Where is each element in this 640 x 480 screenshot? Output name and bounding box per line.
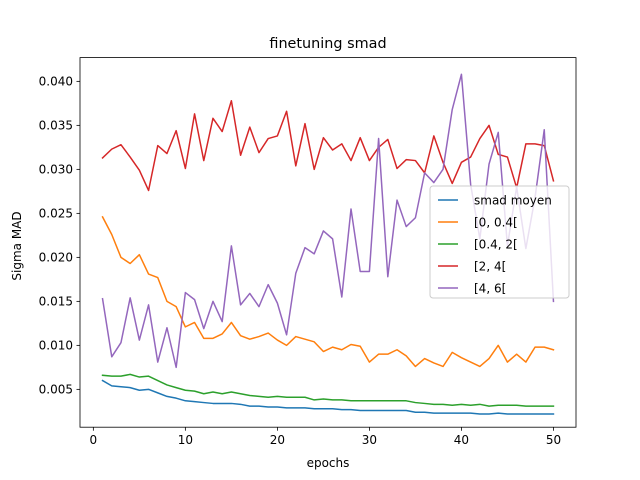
y-tick-label: 0.025	[39, 207, 73, 221]
x-axis-label: epochs	[307, 456, 350, 470]
y-axis-label: Sigma MAD	[10, 211, 24, 280]
x-tick-label: 50	[546, 433, 561, 447]
x-tick-label: 20	[270, 433, 285, 447]
y-axis-ticks: 0.005 0.010 0.015 0.020 0.025 0.030 0.035 0.040	[39, 75, 80, 397]
y-tick-label: 0.005	[39, 383, 73, 397]
y-tick-label: 0.040	[39, 75, 73, 89]
series-line-3	[101, 99, 555, 192]
y-tick-label: 0.020	[39, 251, 73, 265]
x-tick-label: 30	[362, 433, 377, 447]
legend-label-3: [2, 4[	[474, 260, 506, 274]
legend-label-2: [0.4, 2[	[474, 238, 518, 252]
legend-label-4: [4, 6[	[474, 282, 506, 296]
legend-label-1: [0, 0.4[	[474, 216, 518, 230]
series-line-2	[101, 373, 555, 407]
x-tick-label: 40	[454, 433, 469, 447]
y-tick-label: 0.015	[39, 295, 73, 309]
y-tick-label: 0.010	[39, 339, 73, 353]
series-lines	[101, 73, 555, 415]
legend-box	[429, 185, 570, 299]
chart-title: finetuning smad	[269, 36, 386, 52]
x-tick-label: 10	[178, 433, 193, 447]
legend-label-0: smad moyen	[474, 194, 552, 208]
series-line-1	[101, 215, 555, 368]
x-tick-label: 0	[90, 433, 98, 447]
series-line-0	[101, 379, 555, 415]
x-axis-ticks: 0 10 20 30 40 50	[90, 427, 561, 447]
y-tick-label: 0.030	[39, 163, 73, 177]
legend: smad moyen [0, 0.4[ [0.4, 2[ [2, 4[ [4, 6[	[429, 185, 570, 299]
plot-frame	[79, 57, 577, 428]
y-tick-label: 0.035	[39, 119, 73, 133]
